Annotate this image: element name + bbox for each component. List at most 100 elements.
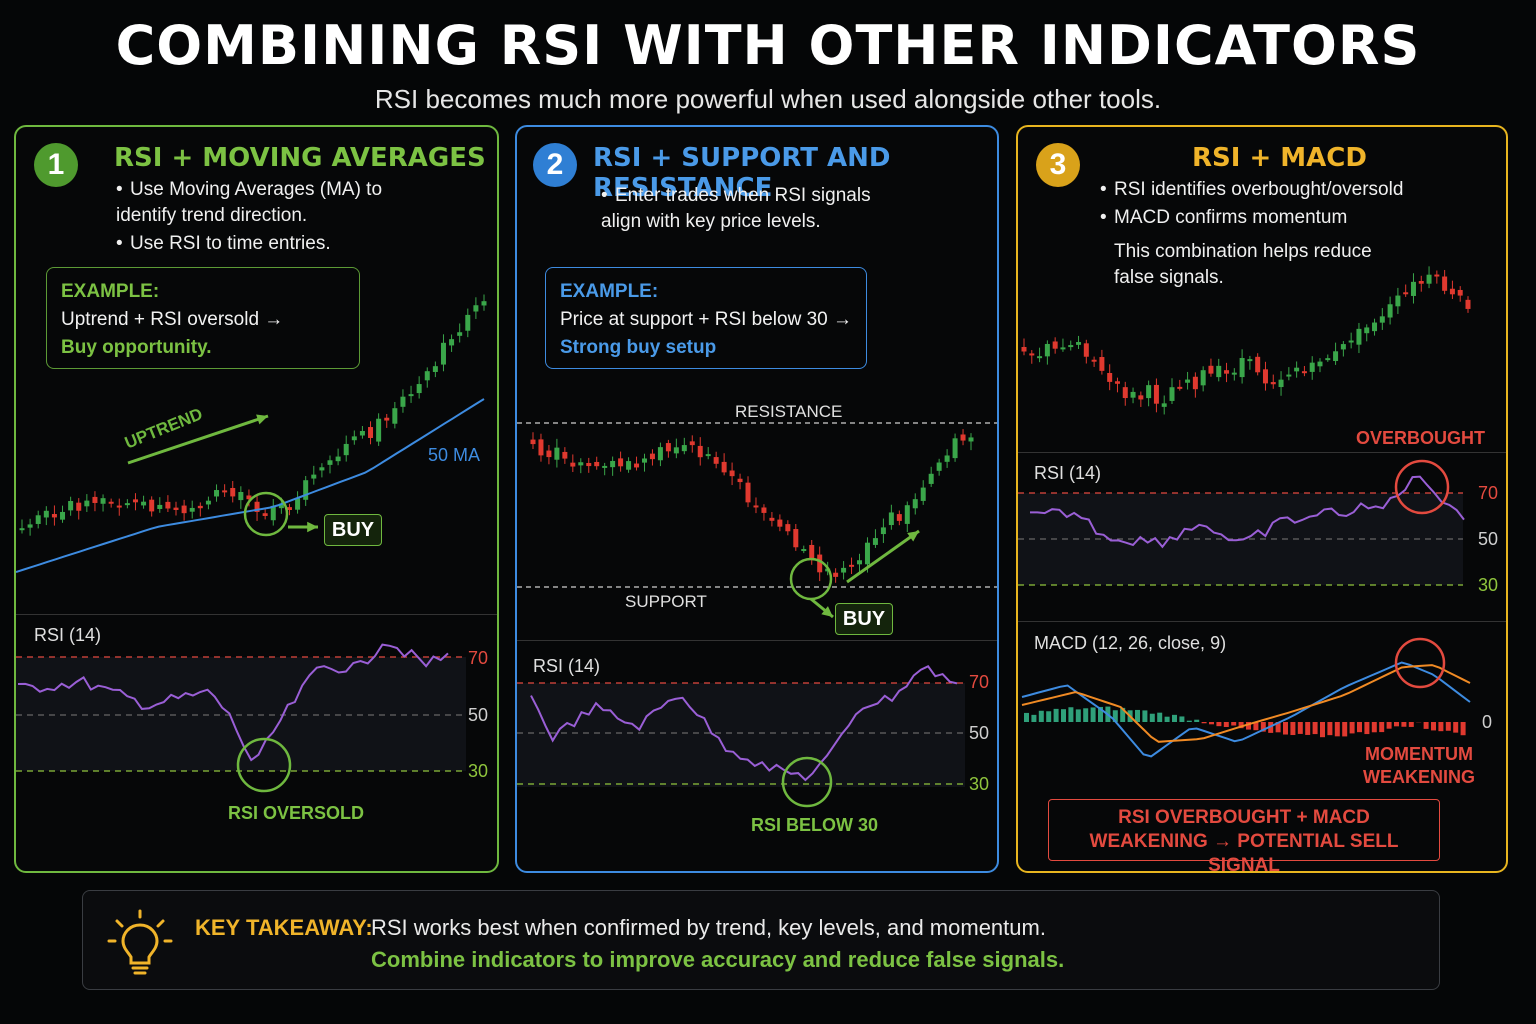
panel-macd: 3 RSI + MACD • RSI identifies overbought/…: [1016, 125, 1508, 873]
candle-body: [904, 505, 910, 524]
candle-body: [554, 447, 560, 460]
example-heading: EXAMPLE:: [61, 281, 160, 302]
panel-support-resistance: 2 RSI + SUPPORT AND RESISTANCE • Enter tr…: [515, 125, 999, 873]
macd-histogram-bar: [1379, 722, 1385, 733]
candle-body: [19, 528, 25, 531]
buy-highlight-circle: [243, 491, 289, 537]
candle-body: [400, 396, 406, 407]
candle-body: [1372, 322, 1378, 332]
candle-body: [769, 517, 775, 521]
candle-body: [351, 436, 357, 441]
buy-highlight-circle: [789, 557, 833, 601]
candle-body: [912, 499, 918, 509]
reversal-arrow-head: [907, 531, 919, 542]
candle-body: [944, 455, 950, 462]
candle-body: [262, 513, 268, 516]
price-and-rsi-chart: [517, 422, 997, 808]
macd-histogram-bar: [1075, 709, 1081, 722]
candle-body: [278, 503, 284, 509]
macd-histogram-bar: [1201, 722, 1207, 724]
candle-body: [246, 495, 252, 500]
candle-body: [602, 465, 608, 468]
rsi-below-30-note: RSI BELOW 30: [751, 815, 879, 835]
price-rsi-macd-chart: [1018, 266, 1471, 758]
macd-histogram-bar: [1305, 722, 1311, 735]
candle-body: [570, 462, 576, 467]
candle-body: [214, 490, 220, 497]
bullet-item: • Enter trades when RSI signals align wit…: [601, 185, 871, 232]
example-heading: EXAMPLE:: [560, 281, 659, 302]
uptrend-arrow: [127, 414, 269, 465]
key-takeaway-highlight: Combine indicators to improve accuracy a…: [371, 947, 1065, 972]
candle-body: [108, 501, 114, 504]
macd-histogram-bar: [1068, 707, 1074, 722]
lightbulb-icon: [107, 909, 173, 975]
candle-body: [1255, 356, 1261, 373]
macd-crossover-circle: [1394, 637, 1446, 689]
macd-histogram-bar: [1438, 722, 1444, 732]
overbought-circle: [1394, 459, 1450, 515]
candle-body: [1262, 369, 1268, 384]
candle-body: [27, 524, 33, 528]
macd-histogram-bar: [1401, 722, 1407, 727]
candle-body: [1231, 372, 1237, 375]
candle-body: [849, 564, 855, 567]
candle-body: [1340, 344, 1346, 350]
macd-histogram-bar: [1046, 711, 1052, 722]
macd-histogram-bar: [1179, 716, 1185, 722]
candle-body: [761, 507, 767, 513]
macd-histogram-bar: [1253, 722, 1259, 731]
macd-histogram-bar: [1209, 722, 1214, 725]
candle-body: [43, 510, 49, 518]
candle-body: [1216, 365, 1222, 378]
candle-body: [1185, 379, 1191, 383]
candle-body: [1457, 289, 1463, 296]
candle-body: [335, 456, 341, 462]
macd-histogram-bar: [1038, 710, 1044, 722]
macd-panel-label: MACD (12, 26, close, 9): [1034, 633, 1227, 653]
candle-body: [416, 384, 422, 394]
candle-body: [376, 418, 382, 442]
candle-body: [1130, 391, 1136, 398]
macd-histogram-bar: [1320, 722, 1325, 738]
candle-body: [230, 487, 236, 497]
bullet-item: • Use RSI to time entries.: [116, 233, 331, 254]
step-number-badge: 3: [1036, 143, 1080, 187]
candle-body: [100, 498, 106, 504]
rsi-level-70: 70: [468, 648, 489, 668]
macd-histogram-bar: [1364, 722, 1370, 735]
candle-body: [408, 394, 414, 397]
candle-body: [1239, 357, 1245, 378]
candle-body: [116, 505, 122, 508]
macd-histogram-bar: [1423, 722, 1429, 729]
candle-body: [1278, 379, 1284, 388]
moving-average-line: [16, 398, 485, 573]
candle-body: [649, 453, 655, 460]
macd-histogram-bar: [1216, 722, 1222, 727]
candle-body: [817, 554, 823, 573]
rsi-level-70: 70: [1478, 483, 1499, 503]
macd-zero-label: 0: [1482, 712, 1493, 732]
candle-body: [936, 462, 942, 471]
chart-divider: [1018, 452, 1506, 453]
rsi-level-30: 30: [468, 761, 489, 781]
candle-body: [841, 567, 847, 573]
candle-body: [729, 470, 735, 477]
candle-body: [1270, 382, 1276, 385]
rsi-level-50: 50: [969, 723, 990, 743]
candle-body: [1076, 342, 1082, 345]
macd-histogram-bar: [1260, 722, 1266, 732]
candle-body: [538, 439, 544, 456]
rsi-line: [530, 665, 958, 782]
candle-body: [968, 437, 974, 442]
candle-body: [124, 503, 130, 506]
candle-body: [1122, 387, 1128, 399]
buy-arrow-head: [307, 521, 318, 533]
macd-histogram-bar: [1342, 722, 1348, 737]
candle-body: [896, 514, 902, 521]
macd-histogram-bar: [1371, 722, 1377, 733]
example-text: Uptrend + RSI oversold →: [61, 309, 284, 330]
panel-title: RSI + MACD: [1192, 143, 1367, 173]
macd-histogram-bar: [1246, 722, 1251, 730]
signal-line: [1021, 664, 1471, 743]
